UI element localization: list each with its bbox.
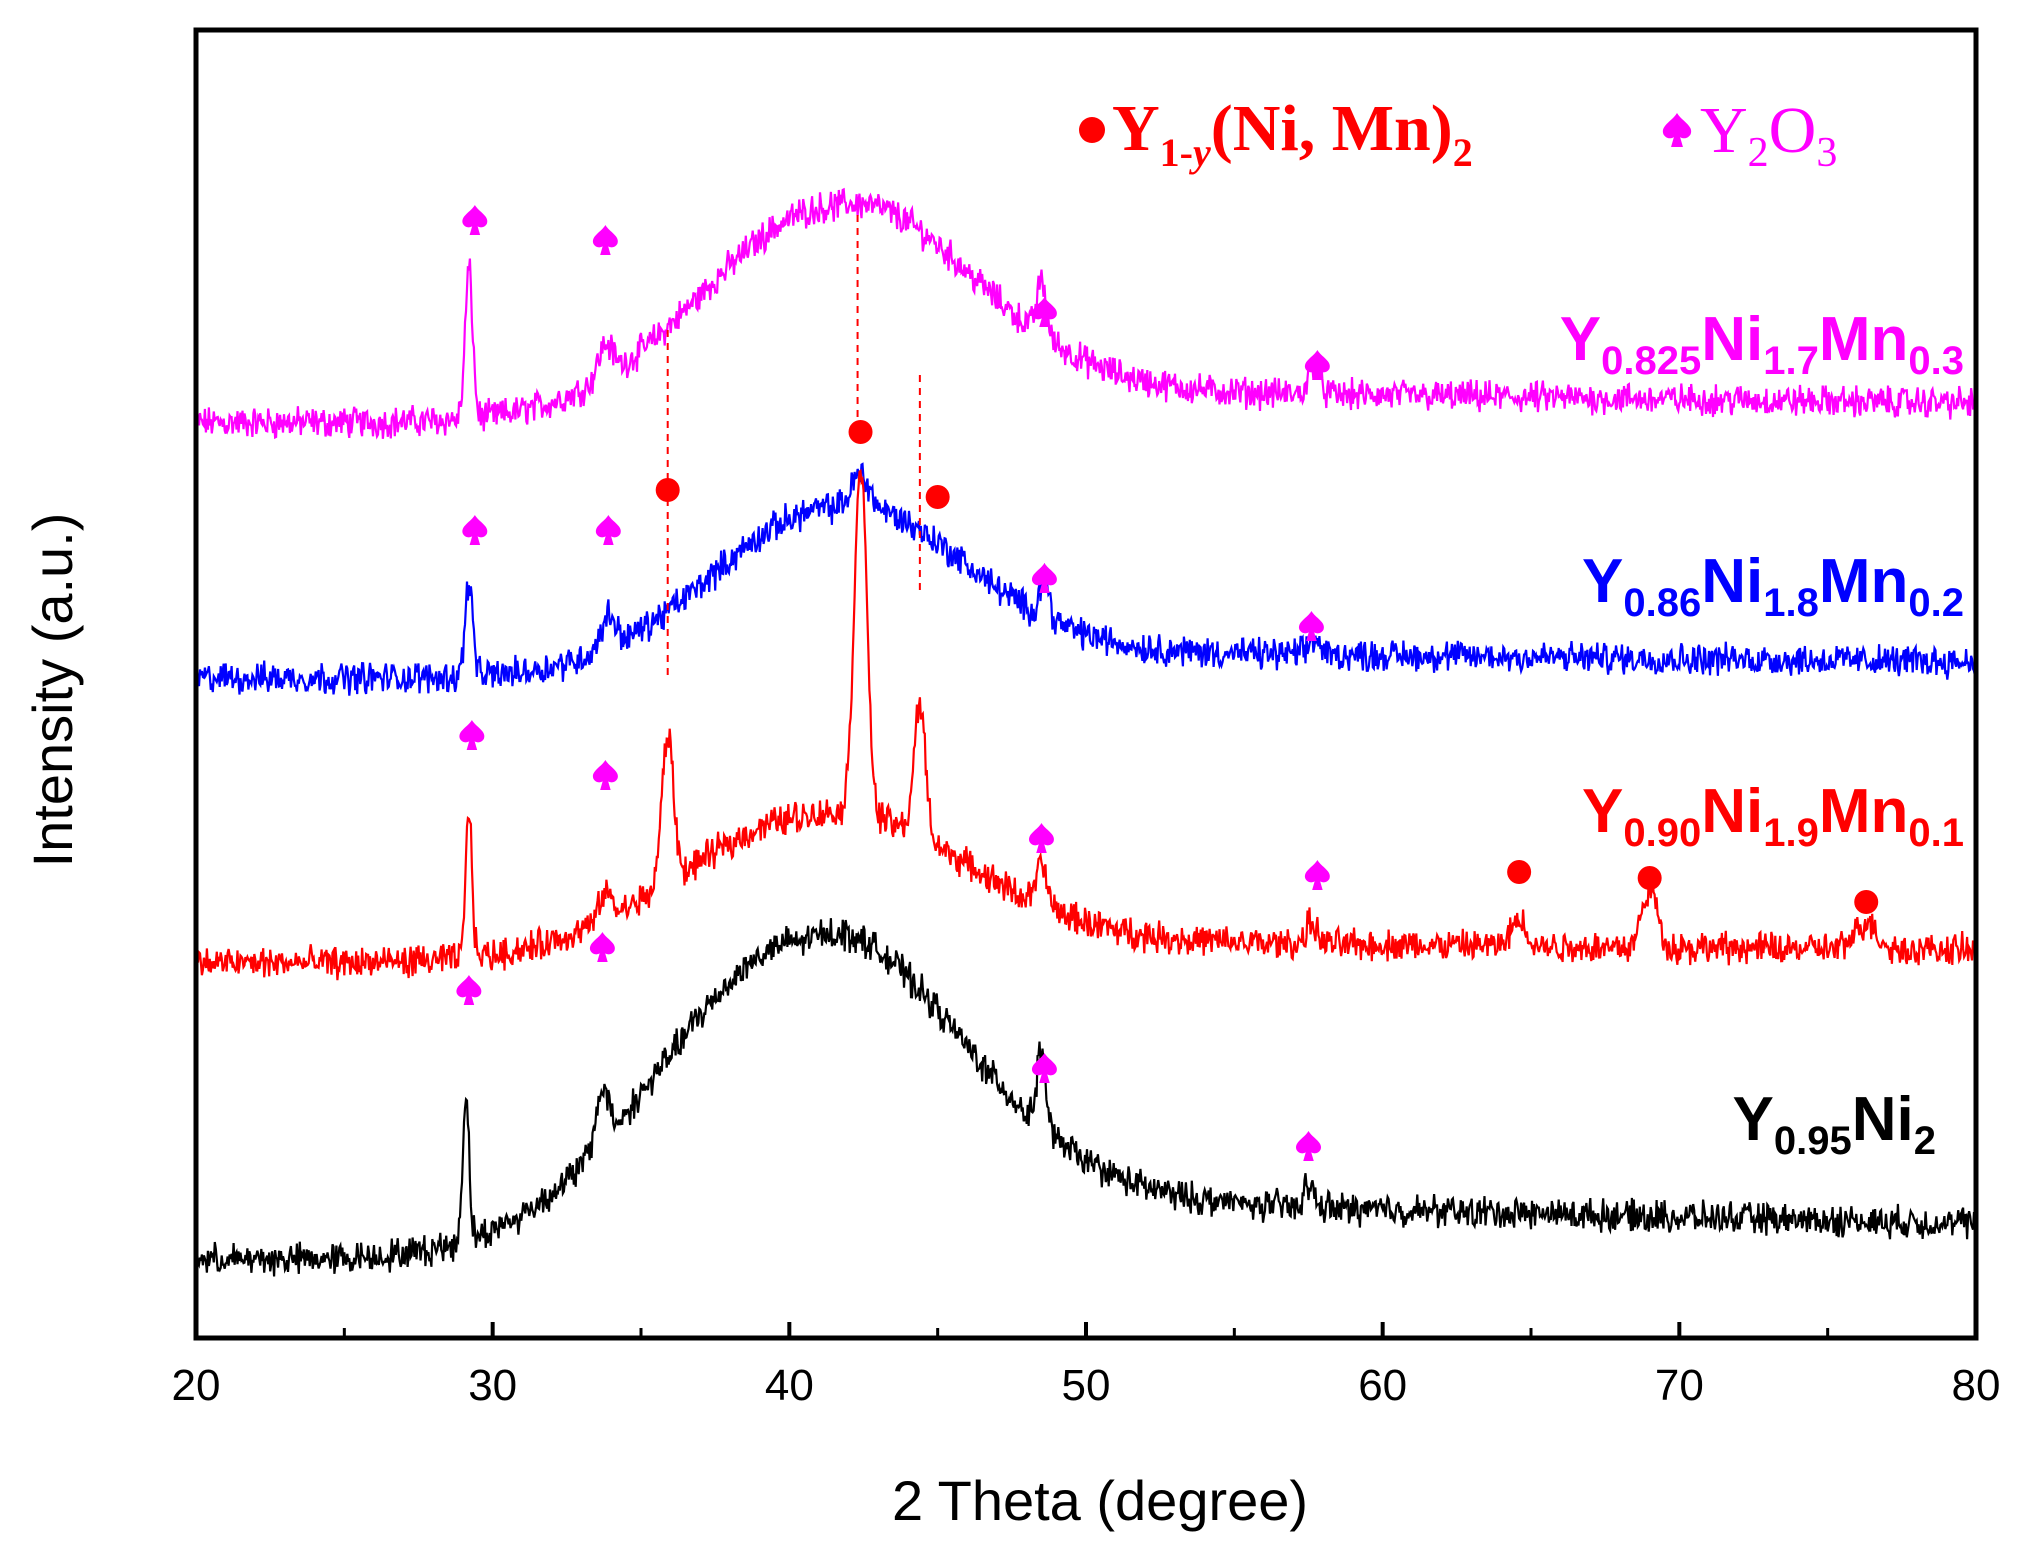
spade-marker-12 (459, 720, 485, 750)
spade-marker-22 (1295, 1131, 1322, 1161)
series-line-3 (195, 468, 1978, 981)
phase-markers (456, 205, 1879, 1161)
series-label-4: Y0.95Ni2 (1733, 1085, 1936, 1163)
spade-marker-2 (592, 225, 618, 255)
x-tick-label-60: 60 (1358, 1361, 1407, 1410)
circle-marker-8 (848, 420, 873, 444)
series-labels: Y0.825Ni1.7Mn0.3 Y0.86Ni1.8Mn0.2 Y0.90Ni1.… (1560, 305, 1964, 1163)
spade-marker-10 (1031, 563, 1057, 593)
legend-label-y1-y-ni-mn-2: Y1-y(Ni, Mn)2 (1112, 92, 1473, 175)
spade-marker-21 (1031, 1053, 1057, 1083)
x-tick-label-40: 40 (765, 1361, 814, 1410)
spade-marker-6 (595, 515, 621, 545)
x-axis-label: 2 Theta (degree) (892, 1469, 1308, 1532)
spade-marker-5 (462, 515, 488, 545)
spade-marker-1 (462, 205, 488, 235)
spade-marker-11 (1298, 611, 1324, 641)
circle-marker-16 (1507, 860, 1532, 884)
spade-marker-4 (1304, 350, 1330, 380)
legend-spade-marker (1662, 113, 1692, 147)
x-axis-ticks: 20 30 40 50 60 70 80 (172, 1322, 2001, 1410)
series-label-2: Y0.86Ni1.8Mn0.2 (1582, 547, 1964, 625)
x-tick-label-70: 70 (1655, 1361, 1704, 1410)
circle-marker-17 (1637, 866, 1662, 890)
x-tick-label-50: 50 (1062, 1361, 1111, 1410)
legend-label-y2o3: Y2O3 (1700, 94, 1837, 176)
dashed-reference-lines (666, 215, 921, 680)
spade-marker-13 (592, 760, 618, 790)
spade-marker-19 (456, 975, 482, 1005)
spade-marker-3 (1031, 297, 1057, 327)
series-line-1 (194, 187, 1978, 440)
circle-marker-7 (655, 478, 680, 502)
spade-marker-14 (1028, 823, 1055, 853)
series-line-4 (194, 918, 1978, 1277)
series-label-1: Y0.825Ni1.7Mn0.3 (1560, 305, 1964, 383)
x-tick-label-80: 80 (1952, 1361, 2001, 1410)
series-label-3: Y0.90Ni1.9Mn0.1 (1582, 777, 1964, 855)
x-tick-label-20: 20 (172, 1361, 221, 1410)
series-layer (194, 187, 1978, 1277)
circle-marker-18 (1854, 890, 1879, 914)
circle-marker-9 (925, 485, 950, 509)
spade-marker-15 (1304, 860, 1330, 890)
spade-marker-20 (589, 932, 615, 962)
x-tick-label-30: 30 (468, 1361, 517, 1410)
legend-circle-marker (1079, 117, 1105, 143)
series-line-2 (194, 462, 1977, 696)
legend: Y1-y(Ni, Mn)2 Y2O3 (1079, 92, 1837, 176)
y-axis-label: Intensity (a.u.) (21, 513, 84, 868)
